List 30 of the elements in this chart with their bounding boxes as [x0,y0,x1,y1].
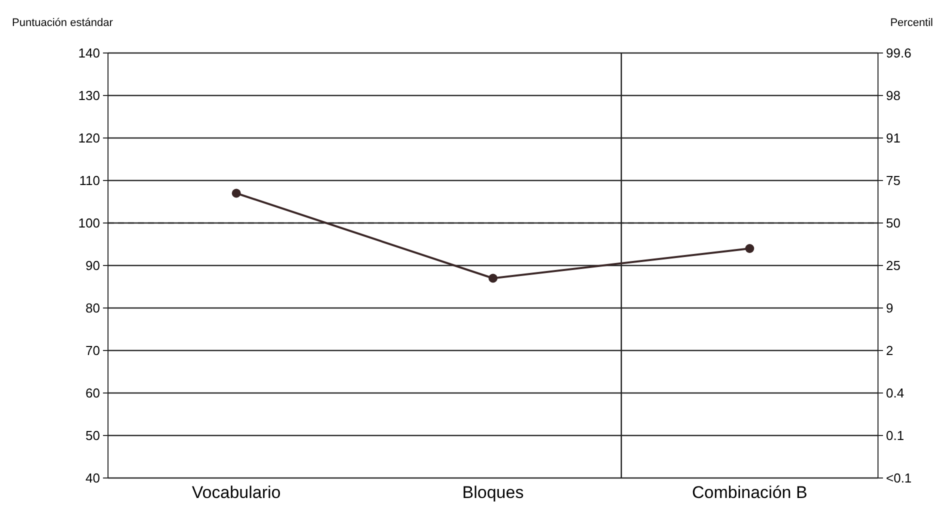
y-tick-label: 50 [86,428,100,444]
category-label: 2 [886,343,894,358]
y-axis-title: Puntuación estándar [12,17,114,29]
category-label: 99.6 [886,46,912,61]
category-label: 0.4 [886,386,904,401]
category-label: 9 [886,300,894,316]
category-label: 25 [886,258,900,274]
point [488,274,498,283]
y-tick-label: 100 [78,216,100,231]
x-tick-label: Bloques [462,483,524,502]
category-label: 0.1 [886,428,904,444]
point [745,244,754,253]
y2-axis-title: Percentil [890,17,933,29]
y-tick-label: 110 [79,173,100,188]
y-tick-label: 80 [86,300,100,316]
category-label: 75 [886,173,900,188]
y-tick-label: 70 [86,343,100,358]
y-tick-label: 60 [86,386,100,401]
category-label: <0.1 [886,470,912,486]
x-tick-label: Combinación B [692,483,808,502]
y-tick-label: 90 [86,258,100,274]
y-tick-label: 40 [86,470,100,486]
category-label: 91 [886,130,900,146]
y-tick-label: 140 [78,46,100,61]
x-tick-label: Vocabulario [192,483,281,502]
category-label: 98 [886,88,900,104]
y-tick-label: 130 [78,88,100,104]
point [232,188,241,198]
y-tick-label: 120 [78,130,100,146]
category-label: 50 [886,216,900,231]
